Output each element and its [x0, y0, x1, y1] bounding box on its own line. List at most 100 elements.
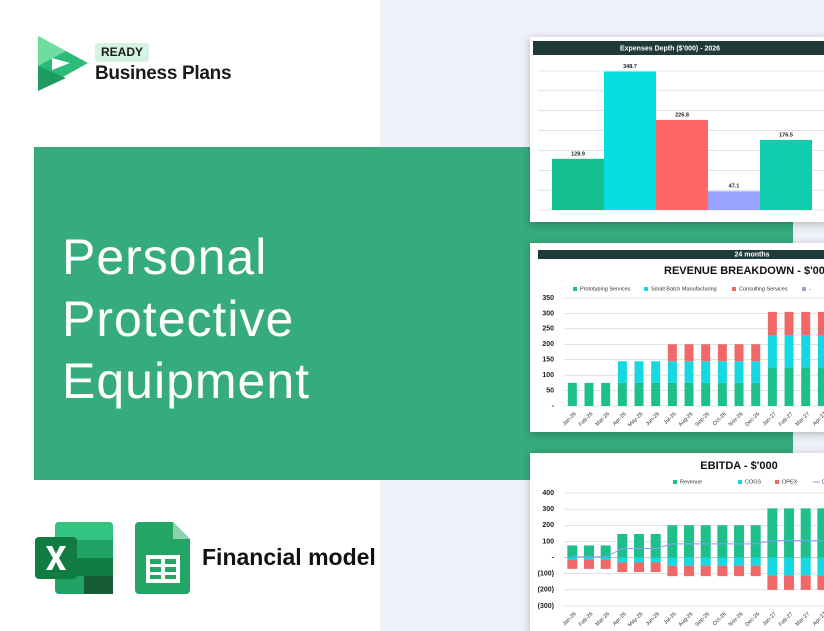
bar-segment [651, 382, 661, 406]
bar-segment [784, 508, 795, 558]
x-tick-label: Jan-26 [562, 411, 578, 427]
bar-segment [684, 344, 694, 362]
legend-label: Revenue [680, 479, 702, 485]
bar-segment [767, 508, 778, 558]
hero-line: Protective [62, 291, 295, 347]
y-tick-label: - [552, 554, 555, 561]
legend-label: OPEX [782, 479, 798, 485]
chart-panel: EBITDA - $'000 (300) (200) (100) - 100 200 300… [530, 453, 824, 631]
bar-segment [650, 557, 661, 563]
bar-segment [784, 575, 795, 590]
bar-segment [667, 565, 678, 577]
bar-segment [751, 382, 761, 406]
bar-segment [767, 557, 778, 576]
x-tick-label: Mar-26 [595, 411, 612, 428]
bar-segment [700, 565, 711, 577]
x-tick-label: Jan-27 [762, 611, 778, 627]
x-tick-label: Aug-26 [678, 411, 695, 428]
bar-segment [751, 344, 761, 362]
x-tick-label: Jul-26 [663, 611, 678, 626]
chart-header [533, 41, 824, 55]
bar-segment [701, 361, 711, 383]
bar-segment [634, 382, 644, 406]
y-tick-label: 300 [542, 310, 554, 317]
x-tick-label: May-26 [627, 611, 644, 628]
y-tick-label: 100 [542, 538, 554, 545]
bar-segment [600, 545, 611, 558]
hero-line: Personal [62, 229, 268, 285]
bar-segment [634, 562, 645, 573]
bar-segment [784, 311, 794, 336]
x-tick-label: Jun-26 [645, 611, 661, 627]
bar-segment [717, 565, 728, 577]
bar-segment [767, 367, 777, 406]
y-tick-label: (300) [538, 603, 554, 610]
x-tick-label: Oct-26 [712, 411, 728, 427]
x-tick-label: Feb-27 [778, 411, 795, 428]
chart-title: Expenses Depth ($'000) - 2026 [620, 45, 720, 52]
x-tick-label: Oct-26 [712, 611, 728, 627]
bar-segment [734, 565, 745, 577]
bar-segment [800, 508, 811, 558]
hero-title: Personal Protective Equipment [62, 226, 310, 412]
bar-segment [717, 557, 728, 566]
bar-segment [817, 367, 824, 406]
bar-segment [717, 344, 727, 362]
legend-swatch [802, 287, 806, 291]
x-tick-label: Mar-27 [795, 611, 812, 628]
bar-segment [667, 525, 678, 558]
bar-segment [717, 361, 727, 383]
x-tick-label: Apr-27 [812, 611, 824, 627]
y-tick-label: 400 [542, 490, 554, 497]
bar-segment [567, 545, 578, 558]
bar-segment [734, 382, 744, 406]
x-tick-label: Dec-26 [744, 611, 761, 628]
bar-segment [817, 508, 824, 558]
y-tick-label: 100 [542, 372, 554, 379]
bar-segment [767, 311, 777, 336]
bar-segment [734, 361, 744, 383]
bar-segment [784, 335, 794, 368]
x-tick-label: Apr-27 [812, 411, 824, 427]
legend-swatch [775, 480, 779, 484]
y-tick-label: 200 [542, 522, 554, 529]
x-tick-label: Aug-26 [678, 611, 695, 628]
legend-swatch [738, 480, 742, 484]
bar-segment [617, 562, 628, 573]
chart-title: REVENUE BREAKDOWN - $'000 [664, 265, 824, 277]
bar-segment [600, 557, 611, 560]
y-tick-label: 50 [546, 387, 554, 394]
bar [604, 71, 656, 210]
bar-segment [684, 525, 695, 558]
bar-segment [734, 344, 744, 362]
bar-segment [800, 575, 811, 590]
bar-segment [767, 335, 777, 368]
y-tick-label: (200) [538, 587, 554, 594]
value-label: 348.7 [623, 64, 637, 70]
bar-segment [667, 361, 677, 383]
legend-label: - [809, 286, 811, 292]
hero-line: Equipment [62, 353, 311, 409]
bar-segment [634, 534, 645, 558]
bar-segment [617, 382, 627, 406]
bar-segment [717, 382, 727, 406]
bar-segment [750, 525, 761, 558]
footer-label: Financial model [202, 544, 376, 570]
y-tick-label: 150 [542, 357, 554, 364]
bar [552, 158, 604, 210]
bar-segment [567, 382, 577, 406]
chart: EBITDA - $'000 (300) (200) (100) - 100 200 300… [538, 460, 824, 628]
legend-label: 0 [822, 479, 824, 485]
bar-segment [600, 559, 611, 569]
chart-header [538, 250, 824, 259]
bar-segment [667, 557, 678, 566]
x-tick-label: Feb-26 [578, 611, 595, 628]
value-label: 176.5 [779, 132, 793, 138]
bar-segment [667, 344, 677, 362]
x-tick-label: Nov-26 [728, 411, 745, 428]
chart-panel: Expenses Depth ($'000) - 2026 128.9 348.7… [530, 37, 824, 222]
legend-swatch [644, 287, 648, 291]
bar-segment [701, 344, 711, 362]
bar-segment [734, 557, 745, 566]
x-tick-label: Sep-26 [694, 611, 711, 628]
